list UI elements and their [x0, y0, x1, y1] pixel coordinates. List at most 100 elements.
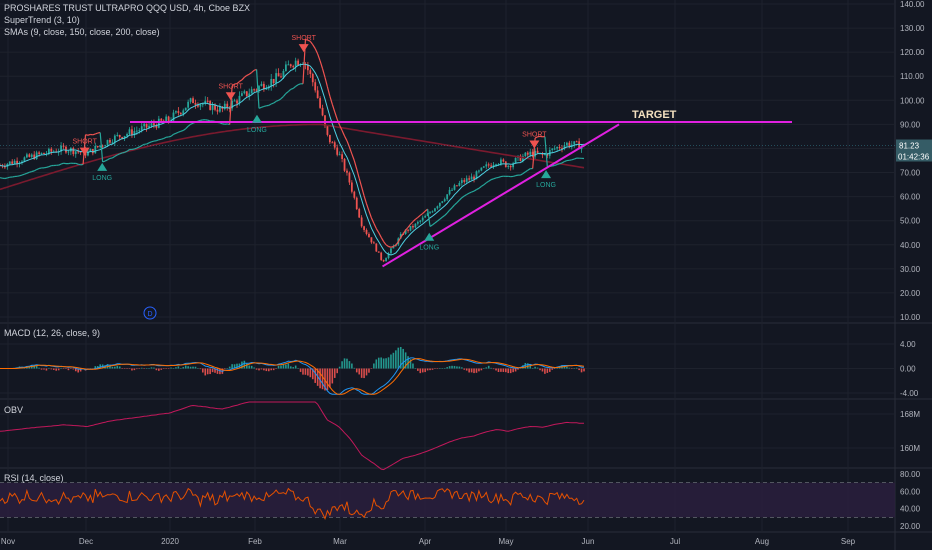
- countdown-tag: [896, 150, 932, 162]
- supertrend-segment: [21, 173, 25, 176]
- supertrend-segment: [358, 178, 363, 188]
- macd-histogram-bar: [417, 368, 419, 371]
- macd-histogram-bar: [285, 364, 287, 369]
- candle-body: [77, 151, 80, 153]
- macd-histogram-bar: [158, 368, 160, 371]
- supertrend-segment: [363, 195, 368, 205]
- macd-histogram-bar: [475, 368, 478, 373]
- macd-histogram-bar: [170, 367, 172, 369]
- supertrend-segment: [26, 171, 30, 174]
- supertrend-segment: [200, 119, 203, 121]
- supertrend-segment: [305, 38, 309, 41]
- short-signal-marker: [529, 140, 540, 149]
- macd-histogram-bar: [578, 368, 580, 371]
- macd-histogram-bar: [336, 368, 339, 374]
- price-axis: 140.00 130.00 120.00 110.00 100.00 90.00 80.00…: [896, 0, 932, 531]
- macd-histogram-bar: [123, 368, 126, 369]
- macd-histogram-bar: [48, 367, 50, 369]
- candle-body: [270, 78, 273, 87]
- supertrend-segment: [92, 133, 96, 136]
- supertrend-segment: [356, 168, 360, 179]
- candle-body: [509, 165, 512, 168]
- macd-histogram-bar: [145, 368, 148, 369]
- long-signal-label: LONG: [92, 175, 112, 182]
- macd-histogram-bar: [419, 368, 422, 374]
- candle-body: [429, 212, 431, 214]
- macd-histogram-bar: [326, 368, 329, 391]
- candle-body: [409, 226, 412, 231]
- supertrend-segment: [476, 187, 480, 191]
- candle-body: [358, 209, 361, 218]
- macd-signal-line: [0, 358, 585, 395]
- macd-histogram-bar: [299, 368, 302, 372]
- supertrend-segment: [432, 222, 436, 226]
- candle-body: [497, 164, 500, 166]
- candle-body: [118, 134, 121, 138]
- support-trendline: [382, 123, 620, 268]
- macd-histogram-bar: [289, 366, 292, 369]
- long-signal-marker: [424, 232, 435, 241]
- supertrend-segment: [490, 178, 494, 181]
- sma-legend[interactable]: SMAs (9, close, 150, close, 200, close): [4, 27, 160, 37]
- macd-histogram-bar: [109, 365, 111, 369]
- supertrend-legend[interactable]: SuperTrend (3, 10): [4, 15, 80, 25]
- candle-body: [40, 152, 43, 154]
- macd-histogram-bar: [248, 365, 251, 369]
- candle-body: [529, 151, 532, 155]
- rsi-tick-label: 40.00: [900, 505, 921, 514]
- macd-histogram-bar: [118, 366, 121, 369]
- supertrend-segment: [552, 164, 555, 167]
- rsi-legend[interactable]: RSI (14, close): [4, 473, 64, 483]
- candle-body: [214, 104, 216, 110]
- long-signal-label: LONG: [419, 245, 439, 252]
- macd-histogram-bar: [583, 368, 585, 372]
- supertrend-segment: [231, 83, 235, 87]
- candle-body: [135, 130, 138, 132]
- supertrend-segment: [522, 171, 526, 175]
- macd-histogram-bar: [265, 368, 268, 372]
- macd-histogram-bar: [370, 368, 373, 369]
- candle-body: [145, 123, 148, 128]
- candle-body: [363, 226, 365, 230]
- candle-body: [443, 199, 446, 202]
- supertrend-segment: [361, 186, 365, 196]
- macd-legend[interactable]: MACD (12, 26, close, 9): [4, 328, 101, 338]
- price-tick-label: 10.00: [900, 313, 921, 322]
- candle-body: [421, 217, 424, 221]
- candle-body: [463, 180, 466, 182]
- supertrend-segment: [422, 210, 426, 214]
- macd-histogram-bar: [43, 368, 45, 370]
- supertrend-segment: [481, 184, 485, 187]
- candle-body: [16, 160, 19, 164]
- obv-legend[interactable]: OBV: [4, 405, 24, 415]
- supertrend-segment: [574, 157, 577, 160]
- candle-body: [153, 123, 155, 126]
- candle-body: [192, 98, 194, 104]
- macd-histogram-bar: [485, 367, 488, 369]
- price-tick-label: 140.00: [900, 0, 925, 9]
- candle-body: [155, 125, 158, 128]
- candle-body: [324, 115, 326, 127]
- candle-body: [177, 111, 180, 113]
- macd-histogram-bar: [282, 364, 285, 369]
- candle-body: [475, 171, 478, 180]
- macd-histogram-bar: [338, 366, 341, 369]
- macd-histogram-bar: [483, 368, 485, 369]
- supertrend-segment: [544, 136, 548, 168]
- candle-body: [526, 152, 529, 155]
- candle-body: [544, 154, 546, 156]
- candle-body: [96, 145, 99, 148]
- candle-body: [536, 150, 539, 154]
- supertrend-segment: [478, 185, 482, 189]
- candle-body: [507, 165, 510, 168]
- macd-histogram-bar: [531, 368, 534, 369]
- macd-histogram-bar: [505, 368, 507, 373]
- macd-histogram-bar: [62, 368, 65, 369]
- last-price-tag: [896, 139, 932, 151]
- macd-histogram-bar: [150, 367, 153, 369]
- macd-histogram-bar: [136, 368, 138, 370]
- supertrend-segment: [180, 129, 184, 132]
- candle-body: [260, 83, 263, 87]
- price-tick-label: 70.00: [900, 169, 921, 178]
